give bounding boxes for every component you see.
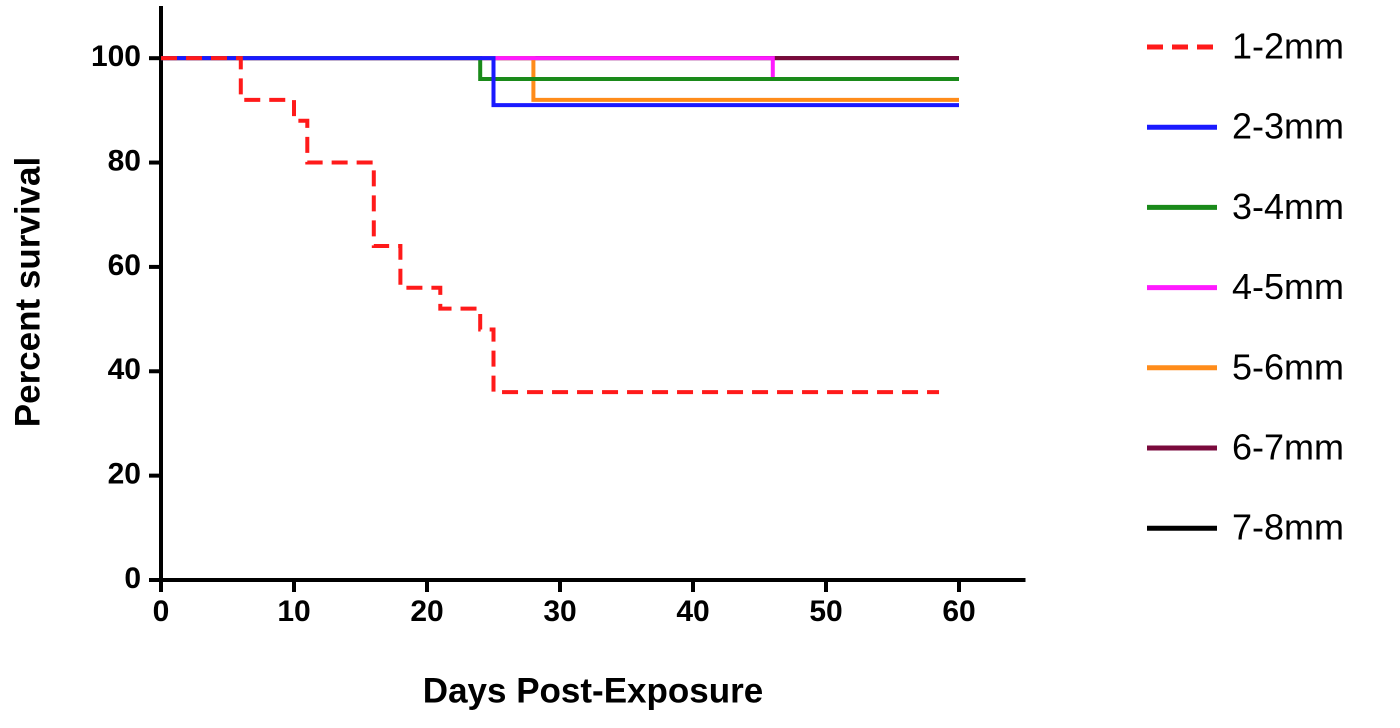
y-tick-label: 60 — [108, 249, 141, 282]
survival-line — [161, 56, 940, 395]
y-axis-title: Percent survival — [8, 157, 47, 427]
y-tick-label: 0 — [124, 562, 141, 595]
legend-label: 5-6mm — [1232, 346, 1344, 387]
survival-line — [161, 56, 959, 108]
survival-line — [161, 56, 959, 82]
x-axis-title: Days Post-Exposure — [423, 671, 763, 710]
legend-label: 7-8mm — [1232, 507, 1344, 548]
x-tick-label: 20 — [410, 595, 443, 628]
x-tick-label: 30 — [543, 595, 576, 628]
legend-label: 3-4mm — [1232, 186, 1344, 227]
legend-label: 1-2mm — [1232, 26, 1344, 67]
x-tick-label: 0 — [153, 595, 170, 628]
legend-label: 2-3mm — [1232, 106, 1344, 147]
x-tick-label: 10 — [277, 595, 310, 628]
survival-line — [161, 56, 959, 82]
y-tick-label: 40 — [108, 353, 141, 386]
x-tick-label: 40 — [676, 595, 709, 628]
y-tick-label: 20 — [108, 458, 141, 491]
legend-label: 6-7mm — [1232, 427, 1344, 468]
x-tick-label: 50 — [809, 595, 842, 628]
y-tick-label: 80 — [108, 144, 141, 177]
legend-label: 4-5mm — [1232, 266, 1344, 307]
y-tick-label: 100 — [91, 40, 141, 73]
x-tick-label: 60 — [942, 595, 975, 628]
